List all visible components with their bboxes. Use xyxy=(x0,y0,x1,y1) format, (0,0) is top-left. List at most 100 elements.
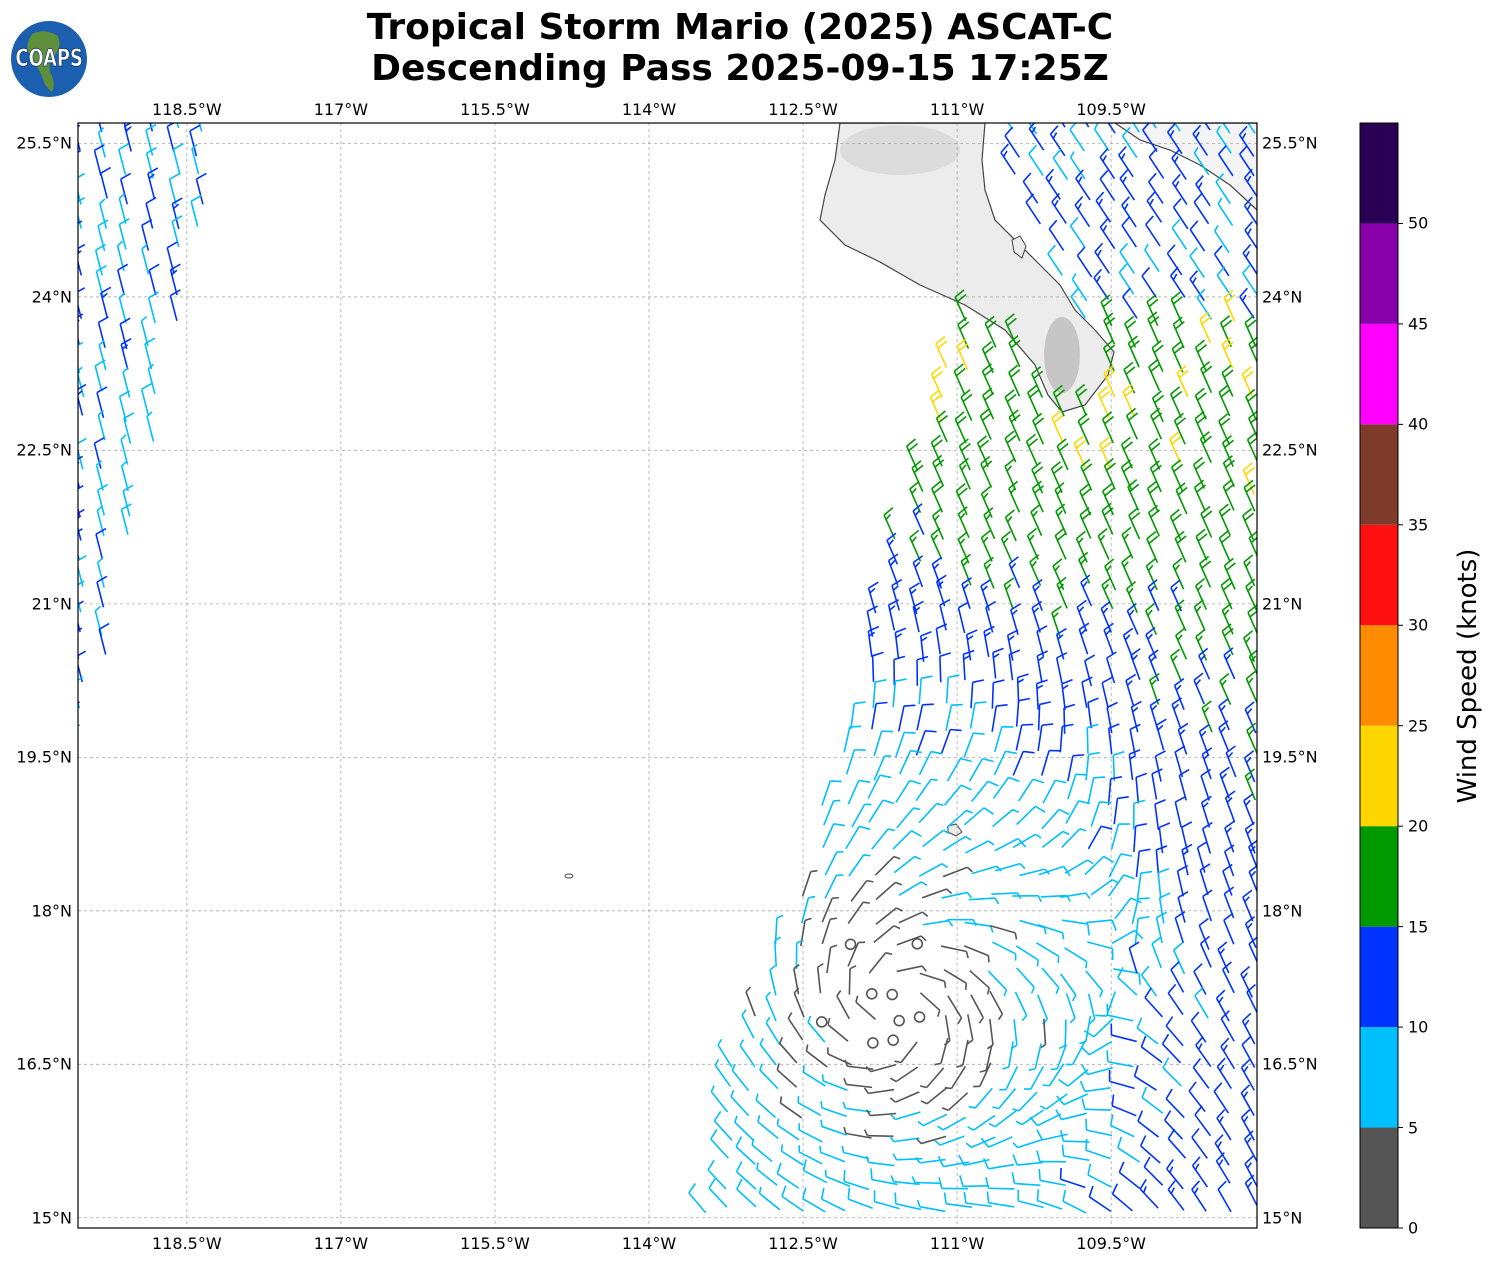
wind-barb xyxy=(1163,1110,1184,1140)
wind-barb xyxy=(1113,796,1129,825)
wind-barb xyxy=(1090,878,1119,896)
wind-barb xyxy=(97,409,106,441)
wind-barb xyxy=(1003,577,1015,610)
title-line-1: Tropical Storm Mario (2025) ASCAT-C xyxy=(366,7,1114,48)
wind-barb xyxy=(1031,480,1044,513)
wind-barb xyxy=(939,598,951,631)
wind-barb xyxy=(1189,246,1205,278)
wind-barb xyxy=(1132,799,1146,830)
wind-barb xyxy=(1215,989,1230,1022)
wind-barb xyxy=(1062,919,1090,936)
wind-barb xyxy=(1099,218,1116,250)
wind-barb xyxy=(776,1063,798,1088)
wind-barb xyxy=(1175,627,1188,660)
wind-barb xyxy=(932,454,945,487)
wind-barb xyxy=(1193,963,1207,995)
wind-barb xyxy=(1151,390,1164,423)
wind-barb xyxy=(122,367,131,398)
wind-barb xyxy=(894,1192,922,1211)
wind-barb xyxy=(911,460,924,493)
wind-barb xyxy=(1121,126,1138,159)
wind-barb xyxy=(868,799,895,823)
wind-barb xyxy=(1025,193,1042,225)
wind-barb xyxy=(916,1135,947,1145)
lat-label-right: 16.5°N xyxy=(1262,1054,1318,1074)
wind-barb xyxy=(1010,603,1021,635)
wind-barb xyxy=(1120,459,1133,492)
wind-barb xyxy=(843,1077,873,1089)
wind-barb xyxy=(940,945,969,959)
wind-barb xyxy=(841,1145,870,1160)
wind-barb xyxy=(821,780,842,806)
wind-barb xyxy=(1037,701,1051,731)
wind-barb xyxy=(1114,897,1142,920)
wind-barb xyxy=(1216,1057,1232,1089)
wind-barb xyxy=(916,655,929,686)
wind-barb xyxy=(954,411,967,444)
wind-barb xyxy=(979,1044,993,1073)
wind-barb xyxy=(751,1138,773,1163)
wind-barb xyxy=(960,389,973,422)
wind-barb xyxy=(1085,970,1104,998)
wind-barb xyxy=(97,483,109,516)
colorbar-frame xyxy=(1359,122,1399,1229)
wind-barb xyxy=(1198,917,1210,950)
wind-barb xyxy=(970,780,999,803)
wind-barb xyxy=(1192,1058,1210,1089)
wind-barb xyxy=(965,1136,996,1149)
wind-barb xyxy=(1219,766,1230,799)
wind-barb xyxy=(1218,698,1230,731)
wind-barb xyxy=(1008,409,1021,442)
wind-barb xyxy=(935,410,948,443)
wind-barb xyxy=(1194,339,1207,372)
wind-barb xyxy=(1145,626,1157,659)
wind-barb xyxy=(757,1115,779,1139)
wind-barb xyxy=(983,625,995,658)
wind-barb xyxy=(759,1063,779,1090)
wind-barb xyxy=(140,315,149,347)
wind-barb xyxy=(736,1178,757,1208)
wind-barb xyxy=(1144,987,1164,1018)
wind-barb xyxy=(1242,462,1255,495)
wind-barb xyxy=(1171,340,1184,373)
wind-barb xyxy=(848,853,871,877)
wind-barb xyxy=(1217,145,1234,177)
wind-barb xyxy=(947,995,963,1025)
wind-barb xyxy=(1240,965,1253,998)
wind-barb xyxy=(821,917,837,945)
wind-barb xyxy=(1146,191,1163,223)
wind-barb xyxy=(1038,1169,1066,1187)
wind-barb xyxy=(1080,1040,1113,1056)
wind-barb xyxy=(1103,339,1116,372)
wind-barb xyxy=(1148,437,1161,470)
wind-barb xyxy=(867,625,880,657)
wind-barb xyxy=(1131,897,1150,925)
gridlines xyxy=(78,123,1257,1228)
wind-barb xyxy=(191,143,200,175)
wind-barb xyxy=(1101,577,1114,610)
wind-barb xyxy=(787,1012,804,1041)
wind-barb xyxy=(1058,1069,1089,1087)
wind-barb xyxy=(688,1183,707,1214)
wind-barb xyxy=(1088,1185,1112,1213)
wind-barb xyxy=(1188,1081,1206,1113)
wind-barb xyxy=(801,869,818,897)
wind-barb xyxy=(1216,1109,1232,1141)
lat-label-right: 25.5°N xyxy=(1262,133,1318,153)
wind-barb xyxy=(1004,430,1017,463)
wind-barb xyxy=(1087,941,1114,961)
wind-barb xyxy=(1165,1088,1185,1119)
wind-barb xyxy=(1106,1050,1134,1068)
wind-barb xyxy=(956,338,969,371)
wind-barb xyxy=(1070,287,1087,319)
wind-barb xyxy=(1030,504,1043,536)
wind-barb xyxy=(824,1169,851,1188)
wind-barb xyxy=(1127,335,1140,368)
wind-barb xyxy=(1174,911,1186,943)
wind-barb xyxy=(1055,503,1068,536)
wind-barb xyxy=(1194,410,1207,443)
wind-barb xyxy=(1006,629,1019,661)
wind-barb xyxy=(1240,1084,1255,1116)
wind-barb xyxy=(1169,508,1182,541)
